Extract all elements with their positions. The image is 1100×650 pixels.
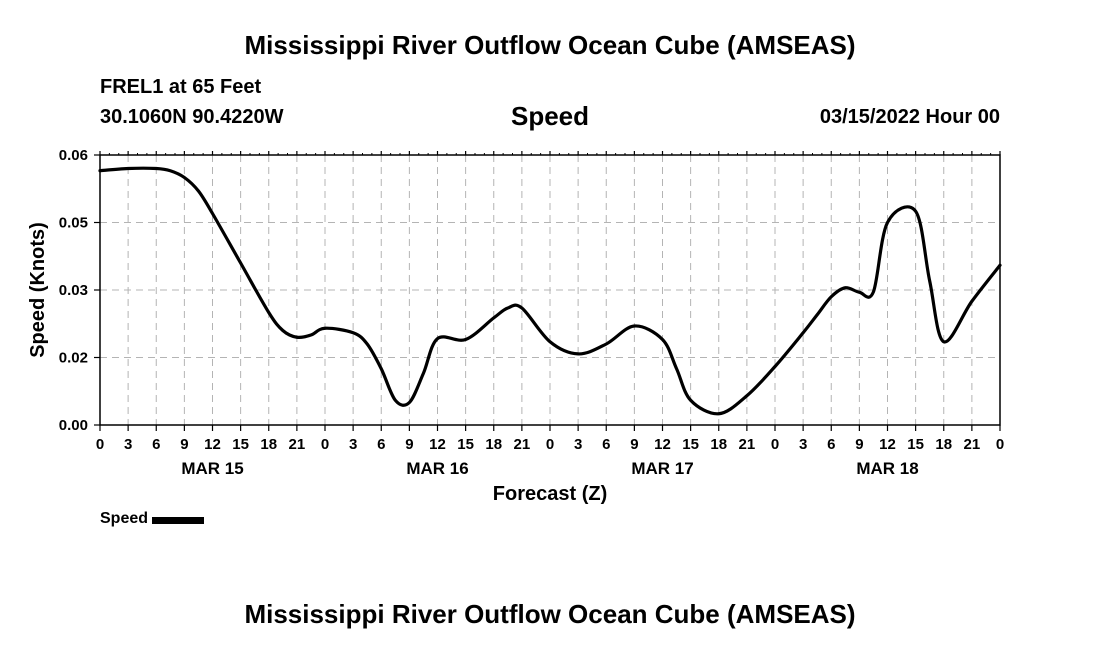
chart-main-title: Mississippi River Outflow Ocean Cube (AM…: [244, 30, 856, 60]
forecast-timestamp: 03/15/2022 Hour 00: [819, 106, 1000, 128]
x-tick-label: 12: [429, 436, 446, 453]
x-tick-label: 3: [124, 436, 132, 453]
speed-series-line: [98, 166, 1002, 416]
x-tick-label: 18: [260, 436, 277, 453]
x-tick-label: 9: [855, 436, 863, 453]
date-label: MAR 18: [856, 459, 918, 478]
station-label: FREL1 at 65 Feet: [100, 76, 262, 98]
x-tick-label: 9: [405, 436, 413, 453]
y-tick-label: 0.02: [59, 350, 88, 367]
x-tick-label: 0: [996, 436, 1004, 453]
x-tick-label: 21: [514, 436, 531, 453]
date-label: MAR 15: [181, 459, 243, 478]
y-tick-label: 0.03: [59, 282, 88, 299]
date-label: MAR 16: [406, 459, 468, 478]
x-tick-label: 12: [879, 436, 896, 453]
x-tick-label: 3: [349, 436, 357, 453]
station-coordinates: 30.1060N 90.4220W: [100, 106, 284, 128]
x-tick-label: 18: [935, 436, 952, 453]
variable-title: Speed: [510, 101, 590, 131]
x-tick-label: 21: [739, 436, 756, 453]
x-tick-label: 6: [377, 436, 385, 453]
x-tick-label: 6: [602, 436, 610, 453]
legend-label: Speed: [100, 510, 149, 527]
x-tick-label: 18: [485, 436, 502, 453]
axis-labels: 0 3 6 9 12 15 18 21 0 3 6 9 12 15 18 21 0 3 6 9 12 15 18 21 0 3 6 9…: [59, 147, 1004, 478]
x-tick-label: 6: [827, 436, 835, 453]
x-tick-label: 21: [964, 436, 981, 453]
chart-legend: Speed: [100, 510, 205, 528]
x-tick-label: 15: [232, 436, 249, 453]
axis-ticks: [94, 151, 1001, 431]
y-tick-label: 0.05: [59, 215, 88, 232]
x-tick-label: 0: [546, 436, 554, 453]
repeated-chart-title: Mississippi River Outflow Ocean Cube (AM…: [244, 599, 856, 629]
y-axis-title: Speed (Knots): [27, 222, 49, 358]
x-tick-label: 6: [152, 436, 160, 453]
x-tick-label: 0: [771, 436, 779, 453]
x-tick-label: 0: [96, 436, 104, 453]
x-tick-label: 12: [204, 436, 221, 453]
x-tick-label: 12: [654, 436, 671, 453]
x-tick-label: 18: [710, 436, 727, 453]
x-axis-title: Forecast (Z): [493, 483, 607, 505]
x-tick-label: 15: [457, 436, 474, 453]
grid-lines: [100, 155, 1000, 425]
x-tick-label: 21: [289, 436, 306, 453]
legend-swatch: [152, 517, 205, 524]
y-tick-label: 0.00: [59, 417, 88, 434]
x-tick-label: 15: [907, 436, 924, 453]
y-tick-label: 0.06: [59, 147, 88, 164]
x-tick-label: 3: [574, 436, 582, 453]
x-tick-label: 15: [682, 436, 699, 453]
x-tick-label: 9: [180, 436, 188, 453]
x-tick-label: 0: [321, 436, 329, 453]
x-tick-label: 3: [799, 436, 807, 453]
x-tick-label: 9: [630, 436, 638, 453]
date-label: MAR 17: [631, 459, 693, 478]
